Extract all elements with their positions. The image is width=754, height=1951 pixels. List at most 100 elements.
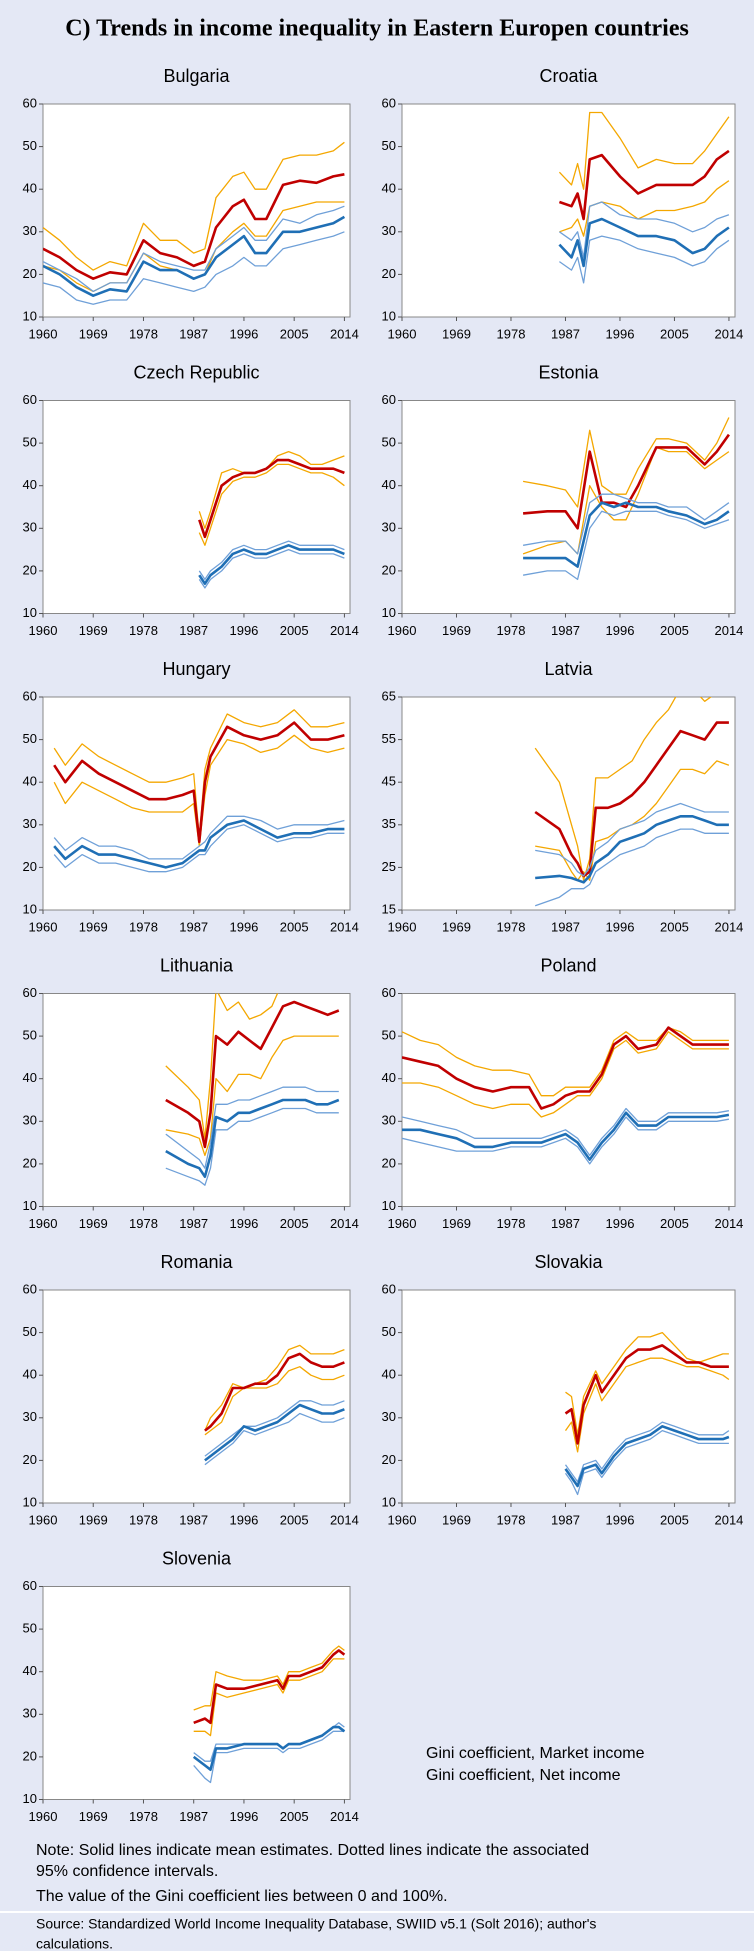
- y-tick-label: 40: [23, 181, 37, 196]
- x-tick-label: 2014: [330, 1512, 359, 1527]
- series-group: [192, 1645, 346, 1784]
- x-tick-label: 2005: [280, 1216, 309, 1231]
- x-tick-label: 1996: [229, 326, 258, 341]
- x-tick-label: 1969: [79, 326, 108, 341]
- x-tick-label: 1987: [179, 919, 208, 934]
- series-line: [53, 815, 345, 860]
- y-tick-label: 60: [23, 392, 37, 407]
- x-tick-label: 1978: [497, 1512, 526, 1527]
- series-line: [564, 1357, 730, 1453]
- x-tick-label: 1978: [129, 919, 158, 934]
- series-line: [193, 1658, 345, 1737]
- x-tick-label: 1987: [179, 326, 208, 341]
- x-tick-label: 1978: [129, 326, 158, 341]
- series-group: [558, 111, 730, 284]
- y-tick-label: 50: [382, 1324, 396, 1339]
- series-line: [198, 540, 345, 581]
- x-tick-label: 1996: [606, 919, 635, 934]
- x-tick-label: 1996: [606, 1512, 635, 1527]
- panel-title: Croatia: [539, 66, 598, 86]
- plot-area: [401, 103, 736, 318]
- y-tick-label: 60: [382, 392, 396, 407]
- series-line: [43, 231, 345, 305]
- y-tick-label: 40: [382, 1367, 396, 1382]
- y-tick-label: 25: [382, 859, 396, 874]
- series-group: [564, 1331, 730, 1496]
- plot-area: [42, 400, 351, 614]
- y-tick-label: 20: [382, 1452, 396, 1467]
- x-tick-label: 1960: [388, 326, 417, 341]
- series-line: [559, 201, 730, 259]
- x-tick-label: 2014: [330, 326, 359, 341]
- plot-area: [401, 993, 736, 1207]
- x-tick-label: 2005: [660, 919, 689, 934]
- y-tick-label: 10: [382, 308, 396, 323]
- series-line: [564, 1344, 729, 1445]
- x-tick-label: 2005: [280, 623, 309, 638]
- series-line: [43, 215, 346, 297]
- series-line: [165, 1086, 339, 1169]
- series-line: [198, 463, 345, 546]
- series-line: [204, 1400, 345, 1457]
- y-tick-label: 20: [382, 1155, 396, 1170]
- y-tick-label: 10: [23, 1198, 37, 1213]
- y-tick-label: 40: [23, 1367, 37, 1382]
- panel-title: Latvia: [544, 659, 593, 679]
- panel-title: Poland: [540, 955, 596, 975]
- series-line: [43, 205, 345, 293]
- x-tick-label: 1996: [229, 919, 258, 934]
- y-tick-label: 40: [23, 477, 37, 492]
- x-tick-label: 1987: [551, 326, 580, 341]
- x-tick-label: 2005: [660, 623, 689, 638]
- x-tick-label: 1996: [229, 1216, 258, 1231]
- y-tick-label: 30: [23, 1113, 37, 1128]
- y-tick-label: 20: [23, 1452, 37, 1467]
- y-tick-label: 30: [23, 223, 37, 238]
- x-tick-label: 1987: [179, 1809, 208, 1824]
- y-tick-label: 65: [382, 688, 396, 703]
- series-line: [522, 417, 730, 508]
- series-line: [165, 1035, 339, 1157]
- series-line: [402, 1111, 730, 1161]
- x-tick-label: 1969: [442, 326, 471, 341]
- x-tick-label: 1969: [79, 623, 108, 638]
- x-tick-label: 1996: [606, 623, 635, 638]
- y-tick-label: 40: [382, 181, 396, 196]
- series-group: [204, 1344, 345, 1466]
- x-tick-label: 2014: [330, 623, 359, 638]
- series-line: [402, 1116, 730, 1165]
- series-line: [43, 173, 345, 280]
- series-line: [535, 802, 729, 877]
- y-tick-label: 10: [23, 308, 37, 323]
- y-tick-label: 60: [382, 1281, 396, 1296]
- series-line: [565, 1331, 729, 1436]
- x-tick-label: 1960: [388, 1216, 417, 1231]
- x-tick-label: 1978: [497, 1216, 526, 1231]
- series-line: [402, 1031, 729, 1118]
- x-tick-label: 2014: [714, 1216, 743, 1231]
- y-tick-label: 20: [23, 1748, 37, 1763]
- series-group: [43, 141, 346, 305]
- series-line: [192, 1725, 346, 1771]
- x-tick-label: 1960: [29, 919, 58, 934]
- series-line: [204, 1366, 345, 1436]
- legend-entry: Gini coefficient, Net income: [426, 1767, 621, 1784]
- series-line: [204, 1403, 345, 1462]
- x-tick-label: 1969: [79, 1216, 108, 1231]
- y-tick-label: 30: [382, 223, 396, 238]
- x-tick-label: 1987: [551, 1512, 580, 1527]
- x-tick-label: 1969: [442, 623, 471, 638]
- series-line: [534, 697, 712, 881]
- series-line: [522, 510, 730, 581]
- series-group: [198, 450, 345, 589]
- x-tick-label: 1996: [606, 1216, 635, 1231]
- panel-title: Lithuania: [160, 955, 234, 975]
- x-tick-label: 1978: [129, 1512, 158, 1527]
- y-tick-label: 30: [23, 1706, 37, 1721]
- y-tick-label: 50: [23, 1324, 37, 1339]
- y-tick-label: 60: [23, 1578, 37, 1593]
- x-tick-label: 1996: [606, 326, 635, 341]
- series-line: [198, 548, 345, 589]
- x-tick-label: 1960: [29, 623, 58, 638]
